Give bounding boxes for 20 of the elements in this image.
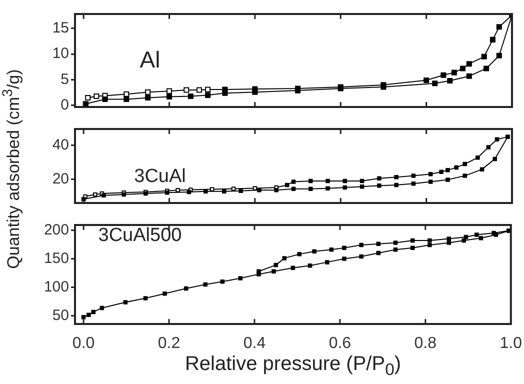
x-tick-label: 0.6 (328, 335, 352, 352)
x-tick-label: 1.0 (500, 335, 522, 352)
y-tick-label: 15 (52, 20, 69, 37)
y-tick-label: 40 (52, 136, 69, 154)
y-tick-label: 150 (44, 250, 69, 267)
x-tick-label: 0.2 (158, 335, 180, 352)
x-tick-label: 0.8 (414, 335, 437, 352)
y-tick-label: 50 (52, 307, 69, 324)
annotation: 3CuAl500 (98, 225, 182, 247)
y-tick-label: 5 (60, 70, 69, 88)
y-tick-label: 10 (52, 45, 69, 62)
annotation: 3CuAl (134, 166, 186, 188)
y-tick-label: 0 (60, 96, 69, 114)
y-tick-label: 200 (44, 221, 69, 238)
x-tick-label: 0.4 (243, 335, 266, 352)
y-tick-label: 100 (44, 278, 69, 296)
y-tick-label: 20 (52, 170, 69, 188)
x-axis-title: Relative pressure (P/P$_{0}$) (184, 353, 402, 380)
x-tick-label: 0.0 (72, 335, 95, 352)
annotation: Al (140, 46, 160, 74)
